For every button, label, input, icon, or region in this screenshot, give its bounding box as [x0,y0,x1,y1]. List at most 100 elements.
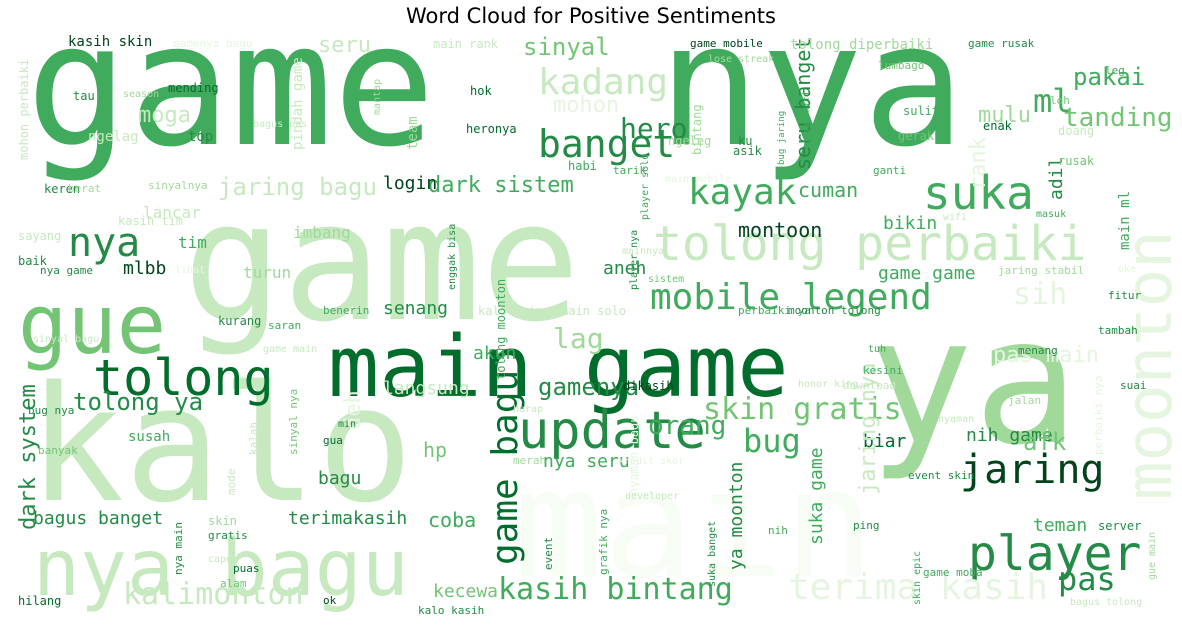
word: terimakasih [288,508,408,529]
word: sulit [903,104,940,118]
word: menang [1018,344,1058,357]
word: game mobile [690,37,763,50]
word: baik [18,254,47,268]
word: tambah [1098,324,1138,337]
word: grafik nya [597,508,610,575]
word: ngeleg [668,134,712,148]
word: login [383,173,438,194]
word: season [123,89,160,100]
word: kalimonton [123,577,304,612]
word: oke [1118,264,1137,275]
word: rusak [1058,154,1095,168]
word: enak [983,119,1012,133]
word: pas main [993,343,1099,368]
word: main [513,438,875,612]
word: fitur [1108,289,1142,302]
word: ganti [873,164,907,177]
word: ml [1033,82,1072,120]
word: imbang [293,223,351,242]
word: game game [878,263,976,284]
word: lumbago [878,59,925,72]
word: event skin [908,469,975,482]
word: bagus banget [33,508,164,529]
word: kasih skin [68,35,153,50]
word: player solo [640,153,651,220]
word: sinyal bagu [33,334,100,345]
word: dark sistem [428,173,574,198]
word: tanding [1063,103,1173,133]
word: gua [323,434,343,447]
word: ya [868,281,1079,484]
word: mulu [978,103,1031,128]
word: tolong [93,349,274,407]
word: perbaiki ya [738,304,811,317]
word: suka banget [707,520,718,587]
word: nya seru [543,451,630,472]
word: rank [966,137,991,190]
word: kasih tim [118,214,184,228]
word: nya [68,220,141,266]
word: bagu [318,468,362,489]
word: player nya [629,229,640,290]
word: bagus pas [253,119,308,130]
word: mlbb [123,258,167,279]
word: harap [513,404,544,415]
word: nih [768,524,788,537]
word: puas [233,562,260,575]
word: kalah [247,421,260,455]
word: bug nya [28,404,75,417]
chart-title: Word Cloud for Positive Sentiments [406,4,776,28]
word: sih [1013,277,1068,312]
word: senang [383,298,449,319]
word: developer [625,491,680,502]
word: nya [658,35,966,185]
word: biar [863,431,907,452]
word: skin epic [912,550,923,605]
word: main game [328,318,789,417]
word: kadang [538,62,669,103]
word: dikasih [623,379,674,393]
word: kalo kasih [418,604,485,617]
word: tolong perbaiki [653,216,1087,272]
word: lag [553,322,604,355]
word: sinyal nya [287,388,300,455]
word: capek [208,554,239,565]
word: bug jaring [777,110,787,165]
word: mobile legend [650,277,932,318]
word: gratis [208,529,248,542]
word: lihat [175,265,206,276]
word: orang [648,411,727,441]
word: mantap [372,78,383,115]
word: sayang [18,229,62,243]
word: nyaman bagu [627,415,641,495]
word: bintang [690,104,704,155]
word: coba [428,508,477,532]
word: enggak bisa [447,223,458,290]
word: game main [263,344,318,355]
word: kasih bintang [498,572,733,607]
word: masuk [1036,209,1067,220]
word: team [405,116,421,150]
word: lancar [143,203,201,222]
word: teman [1033,515,1088,536]
word: turun [243,263,292,282]
word: kayak [688,172,797,213]
word: kurang [218,314,262,328]
word: benerin [323,304,370,317]
word: wifi [943,212,968,223]
word: hp [423,438,448,462]
word: keren [44,182,81,196]
word: nya game [40,264,93,277]
word: akun [473,343,517,364]
word: gamenya [538,373,640,401]
word: bikin [883,213,938,234]
word: top [188,129,214,145]
word: banget [538,122,676,166]
word: tolong ya [73,388,204,416]
word: hilang [18,594,62,608]
word: gue [18,278,167,373]
word: suka game [806,447,827,545]
word: gamenya bagu [173,37,253,50]
word: mohon perbaiki [17,58,31,160]
word: kalo [28,351,414,538]
